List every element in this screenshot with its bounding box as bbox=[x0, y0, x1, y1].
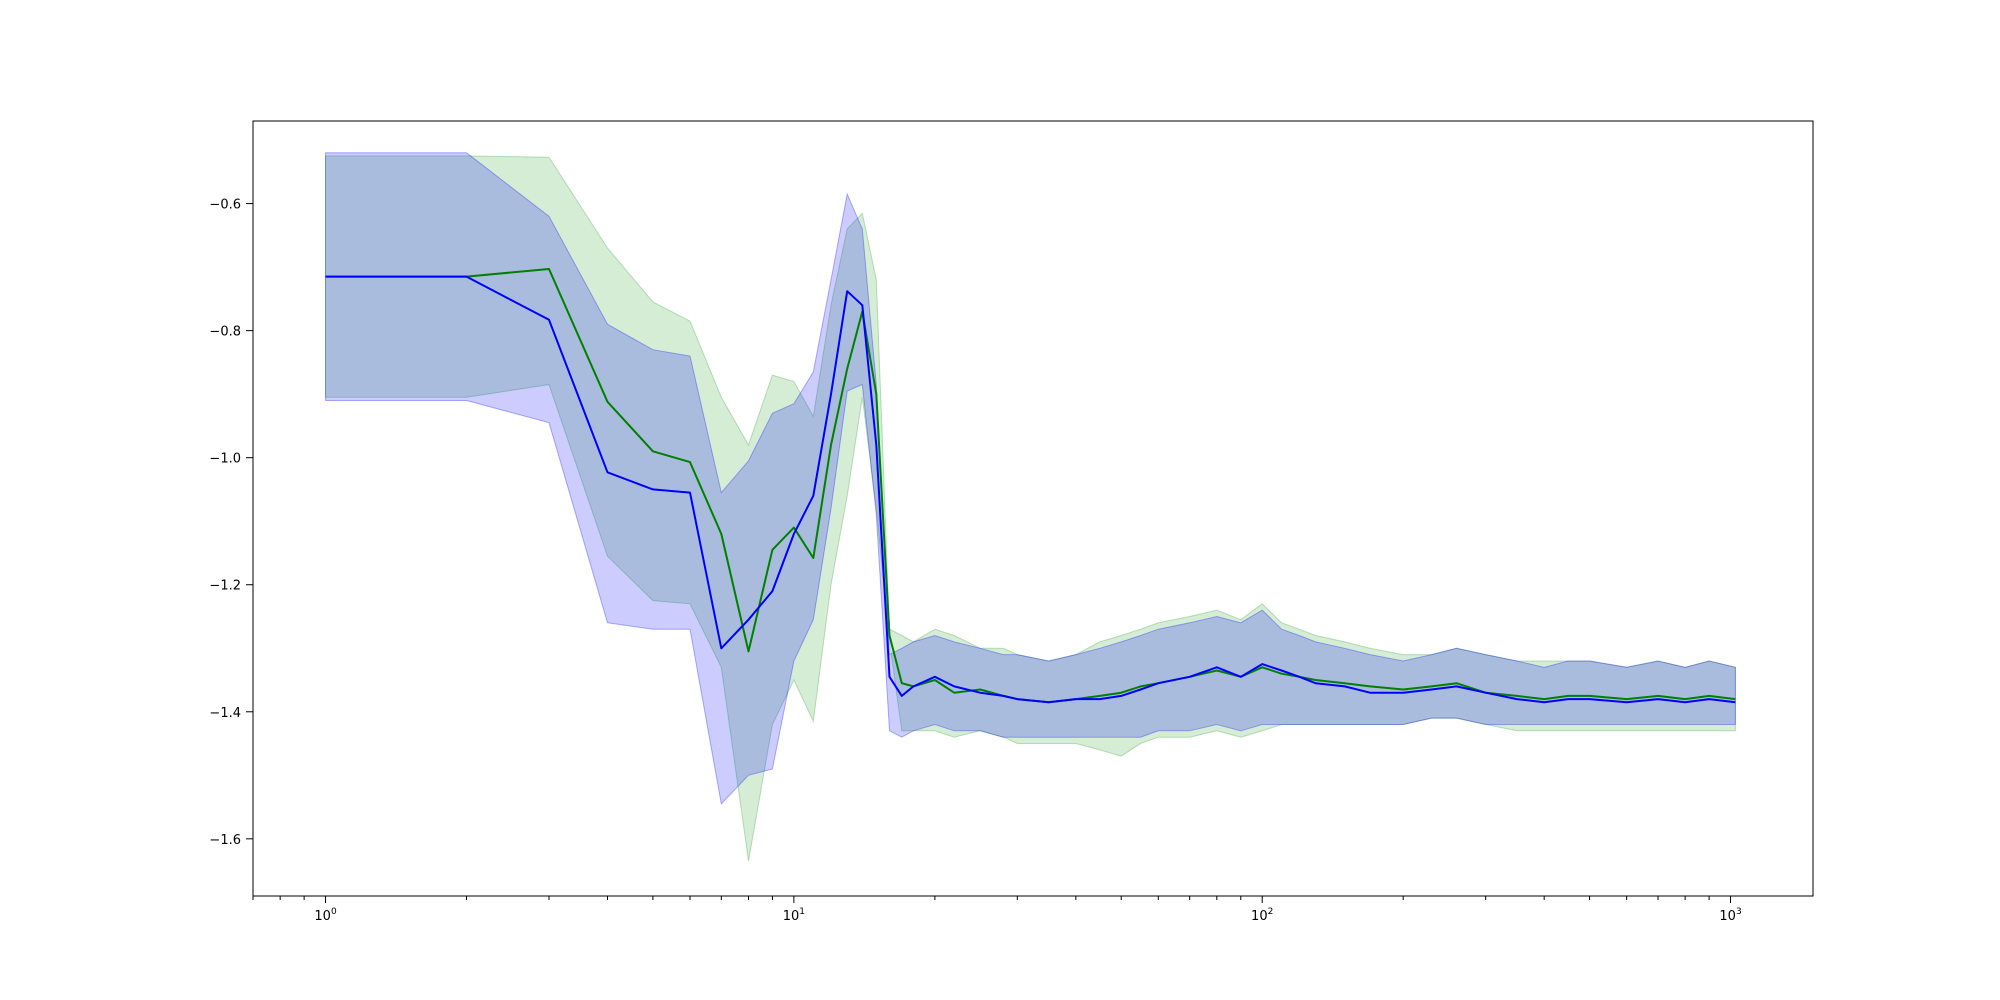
x-tick-label: 102 bbox=[1251, 907, 1273, 924]
x-axis: 100 101 102 103 bbox=[252, 896, 1742, 924]
y-tick-label: −1.6 bbox=[209, 833, 241, 848]
y-tick-label: −0.6 bbox=[209, 198, 241, 213]
series-2-line bbox=[325, 275, 1736, 704]
x-tick-label: 101 bbox=[783, 907, 805, 924]
y-tick-label: −1.0 bbox=[209, 452, 241, 467]
x-tick-label: 103 bbox=[1719, 907, 1741, 924]
series-2-band bbox=[325, 152, 1736, 805]
series-lines bbox=[325, 268, 1736, 704]
y-tick-label: −1.4 bbox=[209, 706, 241, 721]
series-1-line bbox=[325, 268, 1736, 704]
plot-area-frame bbox=[252, 120, 1814, 897]
y-tick-label: −0.8 bbox=[209, 325, 241, 340]
x-tick-label: 100 bbox=[314, 907, 337, 924]
series-1-band bbox=[325, 155, 1736, 862]
confidence-bands bbox=[325, 152, 1736, 862]
y-axis: −0.6 −0.8 −1.0 −1.2 −1.4 −1.6 bbox=[209, 198, 253, 848]
y-tick-label: −1.2 bbox=[209, 579, 241, 594]
